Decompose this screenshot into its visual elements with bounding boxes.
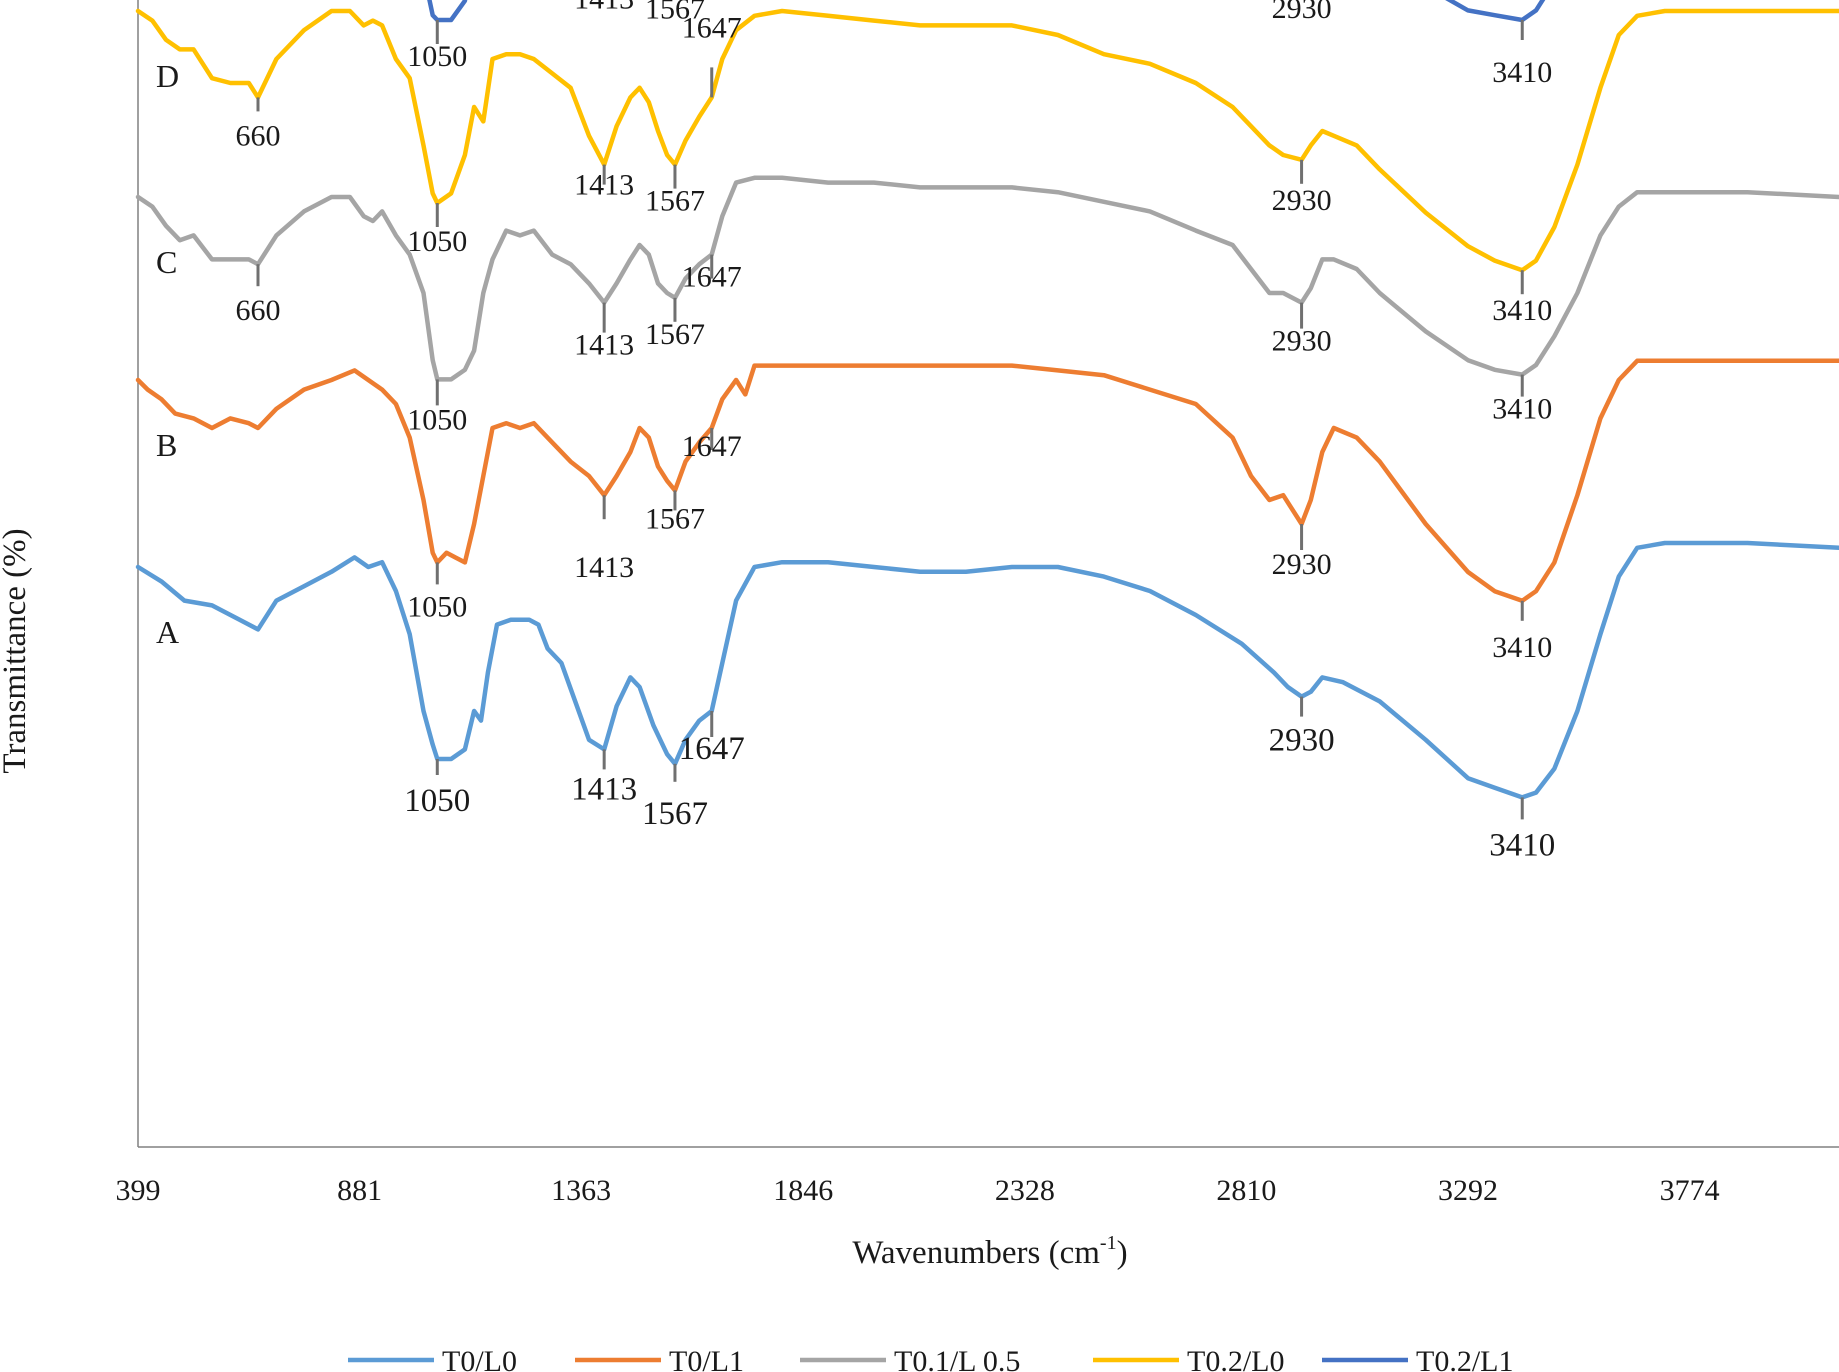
legend-label: T0.2/L0: [1187, 1345, 1285, 1372]
peak-label: 1567: [645, 502, 705, 535]
peak-label: 660: [235, 119, 280, 152]
legend: T0/L0 T0/L1 T0.1/L 0.5 T0.2/L0 T0.2/L1: [348, 1345, 1514, 1372]
series-line-C: [135, 175, 1839, 382]
x-tick-label: 881: [337, 1174, 382, 1207]
peak-label: 2930: [1272, 0, 1332, 25]
legend-label: T0/L1: [669, 1345, 744, 1372]
x-tick-label: 3292: [1438, 1174, 1498, 1207]
peak-label: 2930: [1272, 325, 1332, 358]
peak-label: 2930: [1269, 723, 1335, 759]
peak-label: 1647: [682, 430, 742, 463]
peak-label: 1413: [571, 771, 637, 807]
x-tick-label: 2328: [995, 1174, 1055, 1207]
series-line-A: [135, 540, 1839, 800]
peak-label: 1050: [407, 225, 467, 258]
series-layer: ABCDE: [135, 0, 1839, 800]
peak-label: 3410: [1489, 827, 1555, 863]
peak-label: 1567: [642, 796, 708, 832]
peak-label: 1050: [404, 783, 470, 819]
peak-label: 2930: [1272, 184, 1332, 217]
peak-label: 660: [235, 294, 280, 327]
series-line-E: [427, 0, 1546, 23]
x-tick-label: 1846: [773, 1174, 833, 1207]
axis-labels: Wavenumbers (cm-1) Transmittance (%): [0, 528, 1128, 1271]
axes: 399 881 1363 1846 2328 2810 3292 3774: [116, 0, 1839, 1207]
legend-label: T0.1/L 0.5: [894, 1345, 1020, 1372]
peak-label: 1647: [679, 731, 745, 767]
peak-label: 1567: [645, 0, 705, 25]
peak-label: 1050: [407, 590, 467, 623]
legend-label: T0.2/L1: [1416, 1345, 1514, 1372]
peak-label: 1567: [645, 185, 705, 218]
peak-label: 1050: [407, 403, 467, 436]
peak-label: 1413: [574, 551, 634, 584]
x-tick-label: 1363: [551, 1174, 611, 1207]
y-axis-title: Transmittance (%): [0, 528, 33, 773]
curve-label-B: B: [156, 427, 177, 463]
x-tick-label: 3774: [1660, 1174, 1720, 1207]
peak-label: 3410: [1492, 631, 1552, 664]
peak-label: 3410: [1492, 393, 1552, 426]
peak-label: 1050: [407, 40, 467, 73]
curve-label-A: A: [156, 614, 179, 650]
peak-label: 1567: [645, 318, 705, 351]
x-tick-label: 2810: [1216, 1174, 1276, 1207]
curve-label-D: D: [156, 58, 179, 94]
peak-label: 3410: [1492, 56, 1552, 89]
x-tick-label: 399: [116, 1174, 161, 1207]
series-line-B: [135, 358, 1839, 604]
x-axis-title: Wavenumbers (cm-1): [852, 1232, 1127, 1271]
peak-label: 1413: [574, 169, 634, 202]
legend-label: T0/L0: [442, 1345, 517, 1372]
peak-label: 1647: [682, 11, 742, 44]
peak-label: 2930: [1272, 548, 1332, 581]
peak-label: 1413: [574, 329, 634, 362]
peak-label: 3410: [1492, 294, 1552, 327]
series-line-D: [135, 8, 1839, 273]
curve-label-C: C: [156, 244, 177, 280]
peak-label: 1413: [574, 0, 634, 15]
peak-label: 1647: [682, 261, 742, 294]
